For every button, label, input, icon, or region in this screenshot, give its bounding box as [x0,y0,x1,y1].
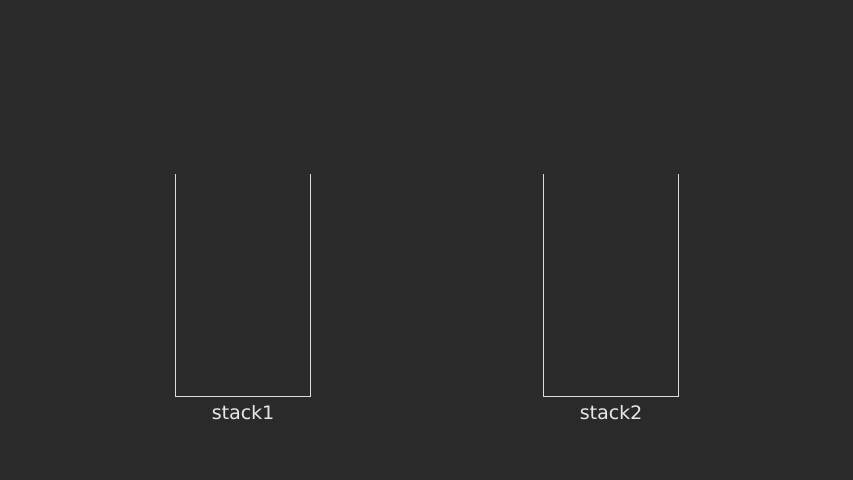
stack2-label: stack2 [579,402,643,424]
stack2-container [543,174,679,397]
stack1-container [175,174,311,397]
stack1-label: stack1 [211,402,275,424]
